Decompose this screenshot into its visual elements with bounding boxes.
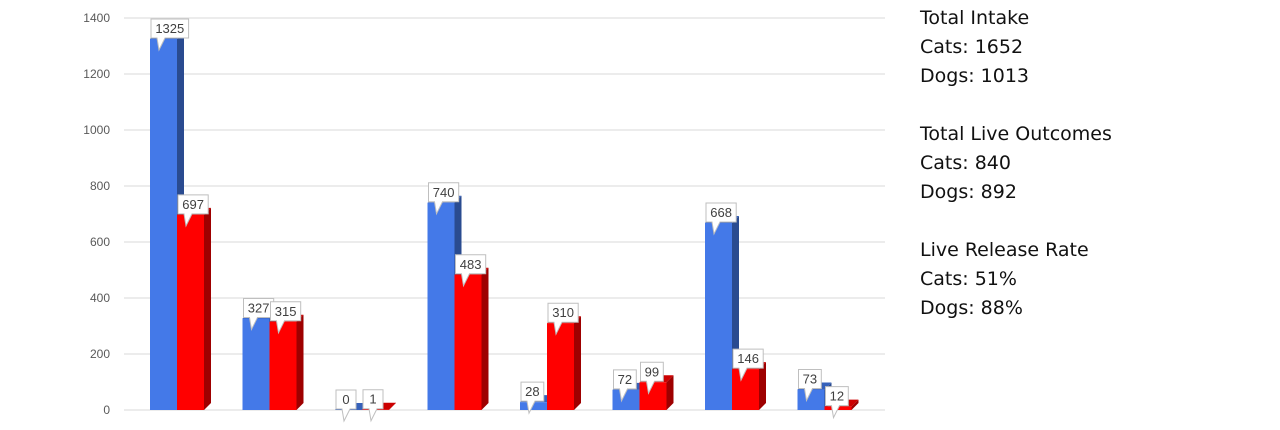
svg-text:72: 72 <box>618 372 632 387</box>
bar-series2-7 <box>732 362 766 410</box>
svg-text:0: 0 <box>342 392 349 407</box>
y-axis: 0 200 400 600 800 1000 1200 1400 <box>83 11 110 417</box>
total-intake-block: Total Intake Cats: 1652 Dogs: 1013 <box>920 4 1270 91</box>
y-tick-label: 1200 <box>83 67 110 81</box>
svg-text:310: 310 <box>552 305 574 320</box>
total-intake-cats: Cats: 1652 <box>920 36 1024 58</box>
data-label-series1-2: 327 <box>243 297 275 332</box>
data-label-series1-7: 668 <box>705 202 737 236</box>
svg-text:327: 327 <box>248 300 270 315</box>
bar-series2-2 <box>269 314 304 410</box>
y-tick-label: 0 <box>103 403 110 417</box>
data-label-series1-6: 72 <box>613 369 637 403</box>
data-label-series2-3: 1 <box>362 389 384 423</box>
live-release-rate-block: Live Release Rate Cats: 51% Dogs: 88% <box>920 236 1270 323</box>
bar-series2-1 <box>177 207 211 410</box>
svg-text:668: 668 <box>710 205 732 220</box>
y-tick-label: 400 <box>90 291 110 305</box>
total-live-outcomes-block: Total Live Outcomes Cats: 840 Dogs: 892 <box>920 120 1270 207</box>
svg-text:12: 12 <box>830 389 844 404</box>
data-label-series2-4: 483 <box>455 254 487 288</box>
svg-text:315: 315 <box>275 304 297 319</box>
bar-series2-6 <box>639 375 674 410</box>
y-tick-label: 200 <box>90 347 110 361</box>
total-intake-dogs: Dogs: 1013 <box>920 65 1030 87</box>
bar-chart: 0 200 400 600 800 1000 1200 1400 1325 697 327 315 0… <box>83 11 885 423</box>
bar-series2-5 <box>547 316 581 410</box>
data-label-series1-1: 1325 <box>150 18 190 52</box>
total-live-outcomes-title: Total Live Outcomes <box>920 123 1112 145</box>
svg-text:99: 99 <box>645 364 659 379</box>
svg-text:697: 697 <box>182 197 204 212</box>
data-labels: 1325 697 327 315 0 1 740 483 28 310 72 99 668 146 73 12 <box>150 18 849 423</box>
data-label-series2-5: 310 <box>547 302 579 336</box>
data-label-series1-8: 73 <box>798 369 822 403</box>
gridlines <box>124 17 885 411</box>
data-label-series1-4: 740 <box>428 182 460 216</box>
y-tick-label: 1000 <box>83 123 110 137</box>
data-label-series2-6: 99 <box>640 361 664 395</box>
data-label-series2-1: 697 <box>177 194 209 228</box>
svg-text:73: 73 <box>803 372 817 387</box>
y-tick-label: 1400 <box>83 11 110 25</box>
live-release-rate-title: Live Release Rate <box>920 239 1089 261</box>
summary-panel: Total Intake Cats: 1652 Dogs: 1013 Total… <box>920 4 1270 323</box>
svg-text:28: 28 <box>525 384 539 399</box>
data-label-series1-5: 28 <box>520 381 545 415</box>
data-label-series2-7: 146 <box>732 348 764 382</box>
y-tick-label: 800 <box>90 179 110 193</box>
svg-text:1: 1 <box>369 392 376 407</box>
svg-text:483: 483 <box>460 257 482 272</box>
data-label-series2-2: 315 <box>270 301 302 335</box>
live-release-rate-dogs: Dogs: 88% <box>920 297 1023 319</box>
total-live-outcomes-cats: Cats: 840 <box>920 152 1011 174</box>
y-tick-label: 600 <box>90 235 110 249</box>
data-label-series1-3: 0 <box>335 389 357 423</box>
total-intake-title: Total Intake <box>920 7 1030 29</box>
svg-text:1325: 1325 <box>155 21 184 36</box>
live-release-rate-cats: Cats: 51% <box>920 268 1017 290</box>
svg-text:146: 146 <box>737 351 759 366</box>
bar-series2-4 <box>454 267 489 410</box>
svg-text:740: 740 <box>433 185 455 200</box>
data-label-series2-8: 12 <box>825 386 849 420</box>
total-live-outcomes-dogs: Dogs: 892 <box>920 181 1017 203</box>
